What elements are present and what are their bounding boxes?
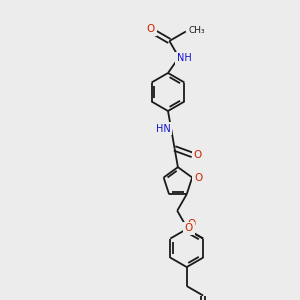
- Text: O: O: [194, 173, 202, 184]
- Text: CH₃: CH₃: [189, 26, 206, 35]
- Text: O: O: [188, 219, 196, 229]
- Text: O: O: [185, 224, 193, 233]
- Text: O: O: [147, 25, 155, 34]
- Text: HN: HN: [156, 124, 171, 134]
- Text: O: O: [193, 150, 202, 160]
- Text: NH: NH: [176, 53, 191, 63]
